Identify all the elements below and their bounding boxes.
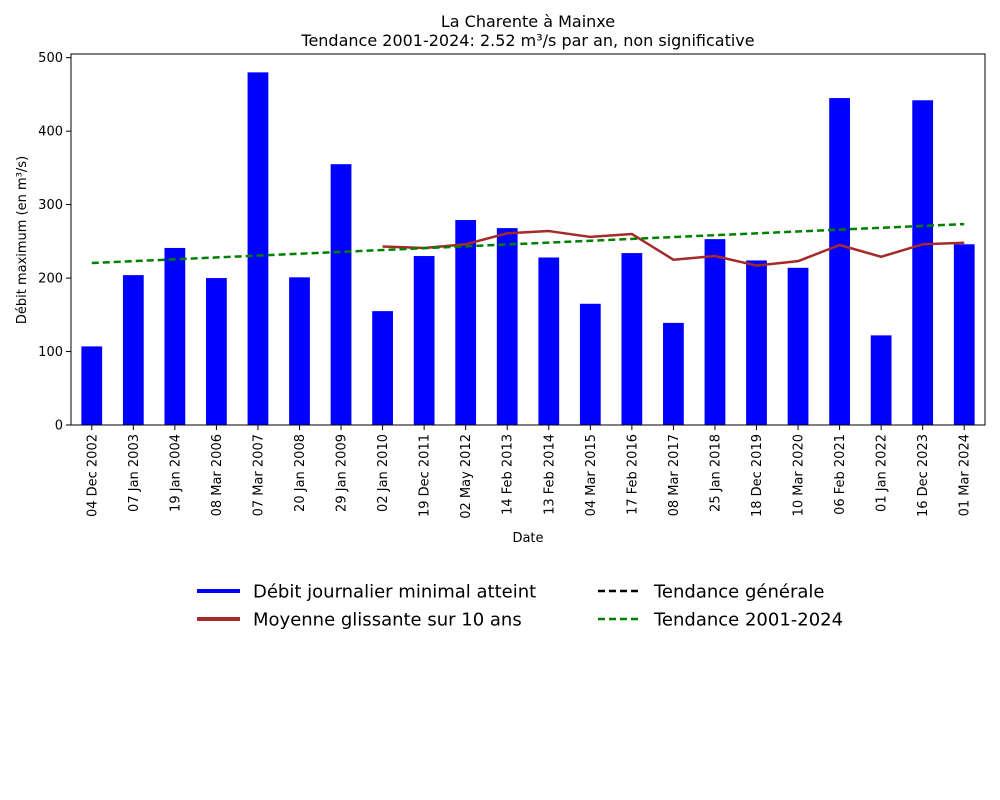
y-tick-label: 500 — [38, 51, 63, 66]
x-tick-label: 29 Jan 2009 — [335, 434, 350, 512]
bar-5 — [248, 72, 269, 425]
bar-21 — [912, 100, 933, 425]
x-tick-label: 13 Feb 2014 — [542, 434, 557, 515]
bar-2 — [123, 275, 144, 425]
x-tick-label: 02 Jan 2010 — [376, 434, 391, 512]
x-tick-label: 18 Dec 2019 — [750, 434, 765, 517]
x-tick-label: 08 Mar 2006 — [210, 434, 225, 516]
bar-3 — [164, 248, 185, 425]
plot-area: 0 100 200 300 400 500 04 Dec 2002 07 Jan 2003 19… — [38, 51, 985, 519]
x-tick-label: 04 Dec 2002 — [85, 434, 100, 517]
legend-label-1: Débit journalier minimal atteint — [253, 582, 536, 603]
y-tick-label: 200 — [38, 272, 63, 287]
y-tick-label: 100 — [38, 345, 63, 360]
x-tick-label: 01 Jan 2022 — [875, 434, 890, 512]
x-tick-label: 07 Jan 2003 — [127, 434, 142, 512]
bar-8 — [372, 311, 393, 425]
x-tick-label: 17 Feb 2016 — [625, 434, 640, 515]
y-tick-label: 400 — [38, 125, 63, 140]
x-tick-label: 06 Feb 2021 — [833, 434, 848, 515]
x-tick-label: 25 Jan 2018 — [708, 434, 723, 512]
bar-11 — [497, 228, 518, 425]
chart: La Charente à Mainxe Tendance 2001-2024:… — [0, 0, 1000, 800]
x-tick-label: 04 Mar 2015 — [584, 434, 599, 516]
x-tick-label: 16 Dec 2023 — [916, 434, 931, 517]
x-tick-label: 07 Mar 2007 — [251, 434, 266, 516]
legend-label-3: Tendance générale — [653, 582, 824, 603]
x-tick-label: 02 May 2012 — [459, 434, 474, 519]
bar-1 — [81, 346, 102, 425]
bar-4 — [206, 278, 227, 425]
bar-9 — [414, 256, 435, 425]
bar-12 — [538, 257, 559, 425]
bar-16 — [705, 239, 726, 425]
bar-15 — [663, 323, 684, 425]
x-tick-label: 19 Dec 2011 — [418, 434, 433, 517]
bar-17 — [746, 260, 767, 425]
legend-label-4: Tendance 2001-2024 — [653, 610, 843, 631]
legend: Débit journalier minimal atteint Moyenne … — [197, 582, 843, 631]
bar-13 — [580, 304, 601, 425]
x-tick-label: 10 Mar 2020 — [792, 434, 807, 516]
bar-14 — [621, 253, 642, 425]
bar-10 — [455, 220, 476, 425]
x-axis-label: Date — [512, 531, 543, 546]
chart-subtitle: Tendance 2001-2024: 2.52 m³/s par an, no… — [300, 31, 754, 50]
y-axis-label: Débit maximum (en m³/s) — [15, 156, 30, 324]
x-tick-label: 14 Feb 2013 — [501, 434, 516, 515]
chart-title: La Charente à Mainxe — [441, 12, 615, 31]
x-tick-label: 20 Jan 2008 — [293, 434, 308, 512]
bar-7 — [331, 164, 352, 425]
bar-19 — [829, 98, 850, 425]
x-tick-label: 01 Mar 2024 — [958, 434, 973, 516]
y-tick-label: 0 — [55, 419, 63, 434]
y-tick-label: 300 — [38, 198, 63, 213]
legend-label-2: Moyenne glissante sur 10 ans — [253, 610, 522, 631]
bar-6 — [289, 277, 310, 425]
x-tick-label: 08 Mar 2017 — [667, 434, 682, 516]
bar-20 — [871, 335, 892, 425]
bar-22 — [954, 244, 975, 425]
bar-18 — [788, 268, 809, 425]
x-tick-label: 19 Jan 2004 — [168, 434, 183, 512]
